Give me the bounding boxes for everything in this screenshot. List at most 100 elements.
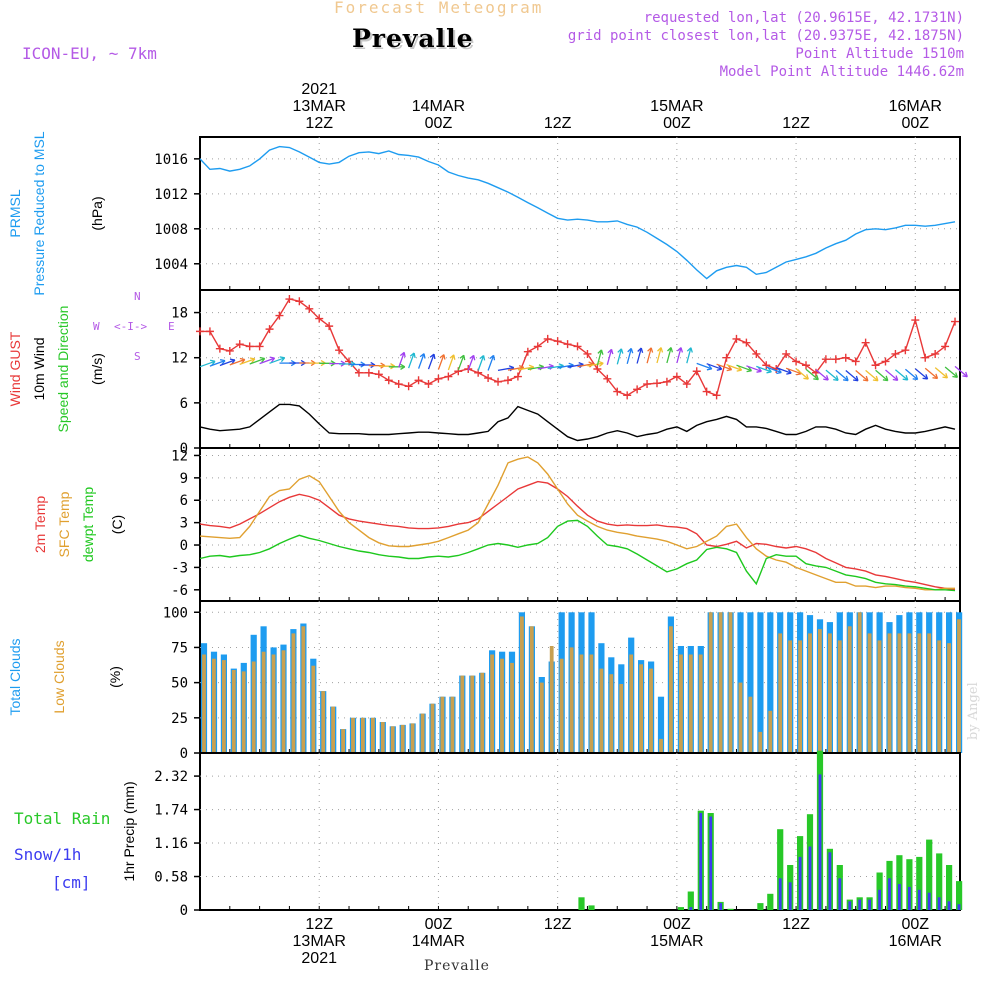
wind-arrow [507, 366, 524, 371]
bar-rain [677, 907, 684, 910]
wind-arrow-head [746, 366, 753, 373]
gust-point [295, 297, 304, 306]
time-label-top: 00Z [663, 115, 691, 132]
bar-low [331, 706, 335, 753]
gust-point [503, 376, 512, 385]
wind-arrow-head [627, 347, 634, 354]
bar-low [529, 626, 534, 753]
precip-side-label: [cm] [52, 873, 91, 892]
bar-low [659, 738, 663, 753]
bar-rain [906, 859, 913, 910]
bar-low [778, 633, 783, 753]
bar-low [380, 722, 385, 753]
wind-arrow [537, 365, 554, 370]
series-dewpt-line [199, 519, 956, 592]
ytick-label: 12 [171, 448, 188, 464]
wind-arrow-head [823, 375, 829, 381]
time-label-bottom: 14MAR [412, 933, 465, 950]
wind-arrow [596, 349, 603, 366]
wind-arrow [497, 366, 514, 372]
wind-arrow [706, 363, 722, 370]
bar-snow [709, 816, 713, 910]
panel-temperature: -6 -3 0 3 6 9 12 2m Temp SFC Temp dewpt Temp (C) [32, 447, 961, 602]
wind-arrow [825, 369, 839, 381]
bar-rain [946, 865, 953, 910]
wind-arrow [885, 369, 899, 381]
gust-point [861, 338, 870, 347]
bar-low [261, 651, 266, 753]
wind-arrow-head [400, 363, 406, 370]
bar-low [460, 675, 465, 753]
wind-arrow [756, 365, 772, 373]
bar-snow [719, 903, 722, 910]
gust-point [364, 368, 373, 377]
ylabel-text: Low Clouds [51, 640, 67, 713]
gust-point [523, 347, 532, 356]
time-label-bottom: 12Z [782, 916, 810, 933]
wind-arrow [815, 369, 829, 381]
bar-low [371, 717, 375, 753]
bar-low [857, 612, 862, 753]
time-label-bottom: 12Z [544, 916, 572, 933]
ytick-label: -6 [171, 583, 188, 599]
gust-point [225, 346, 234, 355]
precip-side-label: Total Rain [14, 809, 110, 828]
bar-snow [917, 889, 921, 910]
precip-side-label: Snow/1h [14, 845, 81, 864]
wind-arrow-head [657, 347, 664, 353]
bar-low [311, 665, 316, 753]
wind-arrow-head [399, 351, 406, 358]
gust-point [196, 327, 204, 336]
wind-arrow-head [219, 359, 226, 365]
wind-arrow [269, 357, 285, 364]
wind-arrow-head [962, 371, 968, 378]
ylabel-text: PRMSL [7, 189, 23, 237]
wind-arrow-head [647, 347, 654, 353]
wind-arrow [865, 369, 879, 382]
wind-arrow [666, 347, 672, 364]
wind-arrow [646, 347, 652, 364]
ytick-label: 0 [180, 903, 188, 919]
bar-low [510, 662, 514, 753]
grid-point-coords: grid point closest lon,lat (20.9375E, 42… [567, 28, 964, 44]
bar-low [768, 710, 773, 753]
bar-low [927, 633, 932, 753]
bar-low [758, 731, 763, 753]
ytick-label: 0.58 [154, 870, 188, 886]
bar-low [222, 660, 226, 753]
ytick-label: 3 [180, 516, 188, 532]
gust-point [712, 391, 721, 400]
gust-point [891, 349, 900, 358]
bar-low [728, 612, 733, 753]
gust-point [603, 374, 612, 383]
compass-s: S [134, 350, 141, 363]
gust-point [394, 380, 403, 389]
wind-arrow-head [942, 372, 949, 379]
gust-point [354, 368, 363, 377]
wind-arrow-head [459, 354, 466, 361]
wind-arrow [726, 363, 742, 371]
ytick-label: 75 [171, 640, 188, 656]
bar-snow [828, 852, 832, 910]
wind-arrow [407, 352, 415, 369]
bar-low [480, 672, 485, 753]
bar-total [747, 612, 754, 753]
panel-clouds: 0 25 50 75 100 Total Clouds Low Clouds (%) [7, 600, 963, 762]
wind-arrow-head [803, 374, 809, 380]
wind-arrow-head [449, 354, 456, 360]
time-label-top: 16MAR [889, 98, 942, 115]
bar-snow [908, 886, 911, 910]
wind-arrow-head [279, 356, 286, 363]
bar-snow [927, 892, 931, 910]
model-label: ICON-EU, ~ 7km [22, 44, 157, 63]
bar-low [241, 671, 246, 753]
gust-point [941, 342, 950, 351]
wind-arrow [437, 354, 445, 370]
bar-low [847, 626, 852, 753]
wind-arrow-head [597, 349, 604, 355]
ytick-label: 50 [171, 676, 188, 692]
bar-rain [936, 853, 943, 910]
gust-point [672, 372, 681, 381]
bar-snow [937, 897, 941, 910]
wind-arrow-head [716, 364, 723, 371]
